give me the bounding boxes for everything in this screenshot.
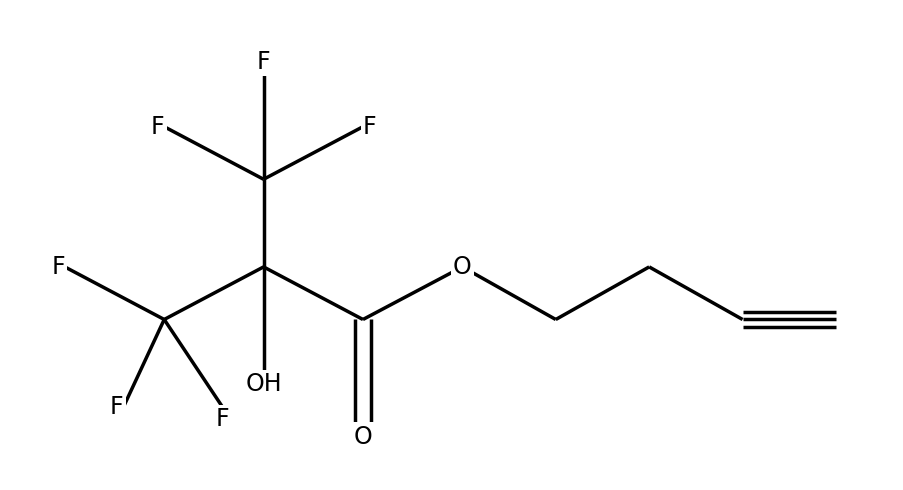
Text: F: F — [216, 407, 229, 431]
Text: F: F — [256, 50, 270, 74]
Text: F: F — [51, 255, 65, 279]
Text: F: F — [363, 115, 377, 139]
Text: O: O — [353, 425, 372, 449]
Text: O: O — [452, 255, 471, 279]
Text: OH: OH — [245, 372, 282, 396]
Text: F: F — [151, 115, 164, 139]
Text: F: F — [109, 395, 123, 419]
